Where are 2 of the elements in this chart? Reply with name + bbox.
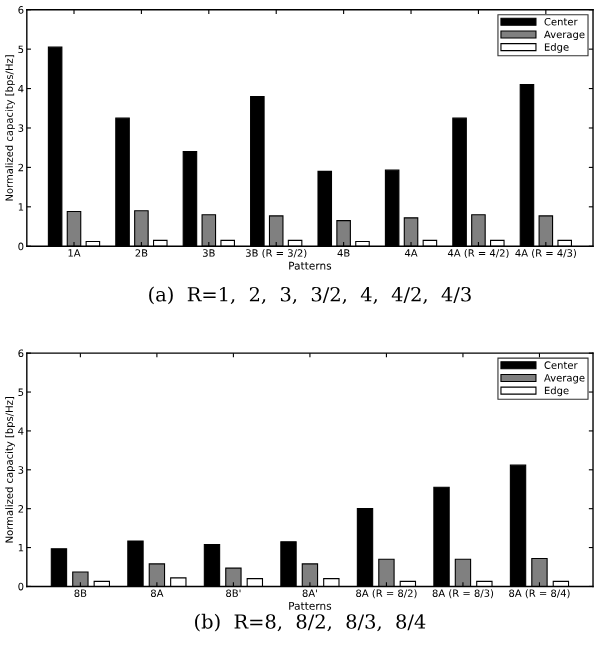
text: (a) R=1, 2, 3, 3/2, 4, 4/2, 4/3 — [149, 286, 471, 305]
text: (b) R=8, 8/2, 8/3, 8/4 — [195, 613, 426, 632]
